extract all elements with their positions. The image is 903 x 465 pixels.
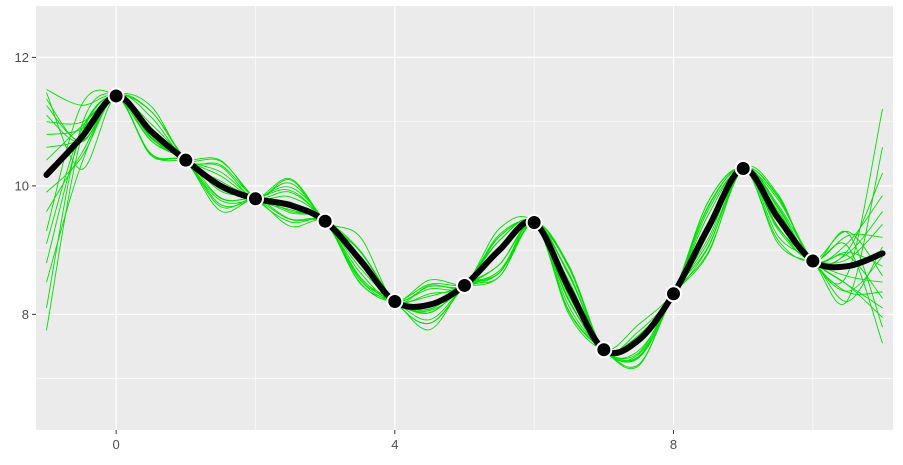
observation-point (246, 190, 264, 208)
observation-point (386, 293, 404, 311)
y-tick-label: 8 (22, 307, 29, 322)
observation-point (734, 160, 752, 178)
observation-point (456, 276, 473, 294)
axis-ticks (32, 56, 675, 434)
observation-point (177, 151, 195, 169)
observation-points (107, 87, 822, 359)
observation-point (804, 252, 822, 270)
observation-point (316, 212, 334, 230)
x-tick-label: 8 (670, 437, 677, 452)
observation-point (525, 213, 543, 231)
x-tick-label: 0 (113, 437, 120, 452)
x-axis: 0 4 8 (113, 437, 678, 452)
grid-minor (36, 6, 893, 430)
y-tick-label: 10 (15, 178, 29, 193)
observation-point (665, 285, 683, 303)
grid-major (36, 6, 893, 430)
x-tick-label: 4 (391, 437, 398, 452)
y-axis: 8 10 12 (15, 50, 29, 322)
observation-point (107, 87, 125, 105)
plot-panel (36, 6, 893, 430)
observation-point (595, 341, 613, 359)
y-tick-label: 12 (15, 50, 29, 65)
